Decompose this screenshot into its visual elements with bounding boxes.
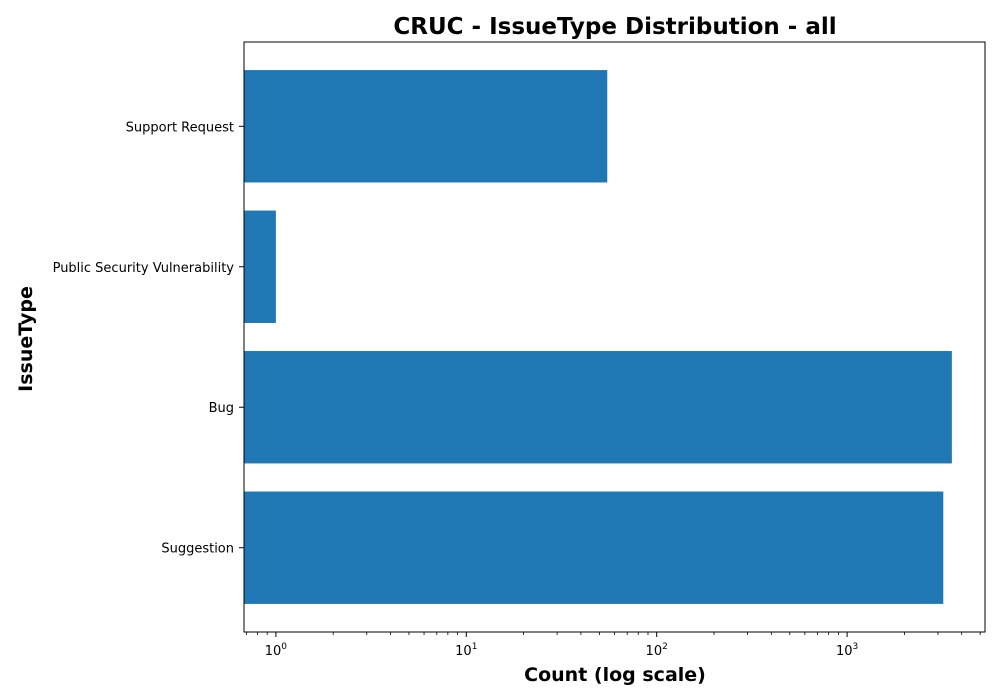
x-tick-label: 100: [265, 642, 288, 659]
y-axis-label: IssueType: [15, 286, 37, 392]
y-tick-label: Support Request: [126, 120, 234, 135]
bar-public-security-vulnerability: [244, 210, 276, 323]
bars-group: [244, 70, 952, 604]
x-axis-ticks: 100 101 102 103: [245, 632, 981, 659]
x-axis-label: Count (log scale): [524, 664, 706, 686]
y-axis-ticks: Suggestion Bug Public Security Vulnerabili…: [53, 120, 244, 557]
chart-title: CRUC - IssueType Distribution - all: [393, 14, 836, 40]
x-tick-label: 103: [836, 642, 858, 659]
bar-support-request: [244, 70, 608, 183]
bar-suggestion: [244, 491, 944, 604]
y-tick-label: Suggestion: [161, 542, 234, 557]
x-tick-label: 101: [455, 642, 477, 659]
y-tick-label: Bug: [209, 401, 234, 416]
y-tick-label: Public Security Vulnerability: [53, 261, 235, 276]
bar-bug: [244, 351, 952, 464]
x-tick-label: 102: [646, 642, 668, 659]
